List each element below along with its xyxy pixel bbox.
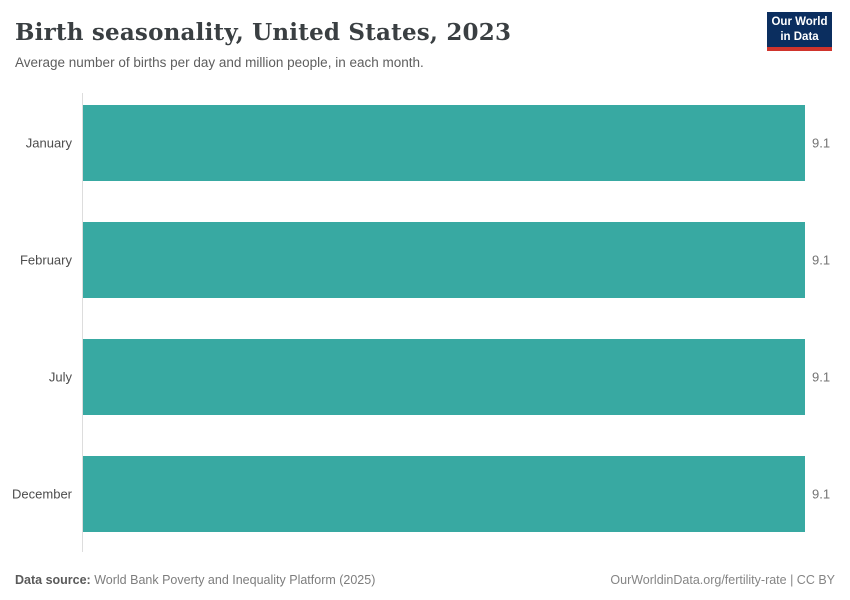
value-label: 9.1 — [812, 252, 831, 268]
bar-anchor: 9.1 — [83, 338, 830, 415]
bar[interactable] — [83, 338, 805, 415]
bar-row: July 9.1 — [49, 338, 830, 415]
data-source-value: World Bank Poverty and Inequality Platfo… — [94, 573, 376, 587]
chart-subtitle: Average number of births per day and mil… — [15, 54, 424, 70]
plot-area: January 9.1 February 9.1 July 9.1 December 9.1 — [12, 92, 830, 552]
chart-header: Birth seasonality, United States, 2023 A… — [0, 0, 850, 70]
bar-chart: January 9.1 February 9.1 July 9.1 December 9.1 — [0, 92, 850, 552]
bar-row: February 9.1 — [20, 221, 830, 298]
owid-logo-line2: in Data — [780, 30, 819, 43]
category-label: December — [12, 486, 72, 502]
credit-link[interactable]: OurWorldinData.org/fertility-rate | CC B… — [610, 573, 835, 587]
bar[interactable] — [83, 455, 805, 532]
bar-anchor: 9.1 — [83, 104, 830, 181]
data-source: Data source: World Bank Poverty and Ineq… — [15, 573, 375, 587]
page-title: Birth seasonality, United States, 2023 — [15, 19, 512, 46]
bar-anchor: 9.1 — [83, 455, 830, 532]
bar-anchor: 9.1 — [83, 221, 830, 298]
category-label: January — [25, 135, 72, 151]
category-label: February — [19, 252, 72, 268]
category-label: July — [48, 369, 72, 385]
chart-footer: Data source: World Bank Poverty and Ineq… — [0, 573, 850, 600]
bar[interactable] — [83, 104, 805, 181]
owid-logo[interactable]: Our World in Data — [767, 12, 832, 51]
bar-row: January 9.1 — [26, 104, 830, 181]
data-source-label: Data source: — [15, 573, 91, 587]
value-label: 9.1 — [812, 369, 831, 385]
bar[interactable] — [83, 221, 805, 298]
bar-row: December 9.1 — [12, 455, 830, 532]
value-label: 9.1 — [812, 135, 831, 151]
owid-logo-line1: Our World — [771, 16, 828, 29]
value-label: 9.1 — [812, 486, 831, 502]
